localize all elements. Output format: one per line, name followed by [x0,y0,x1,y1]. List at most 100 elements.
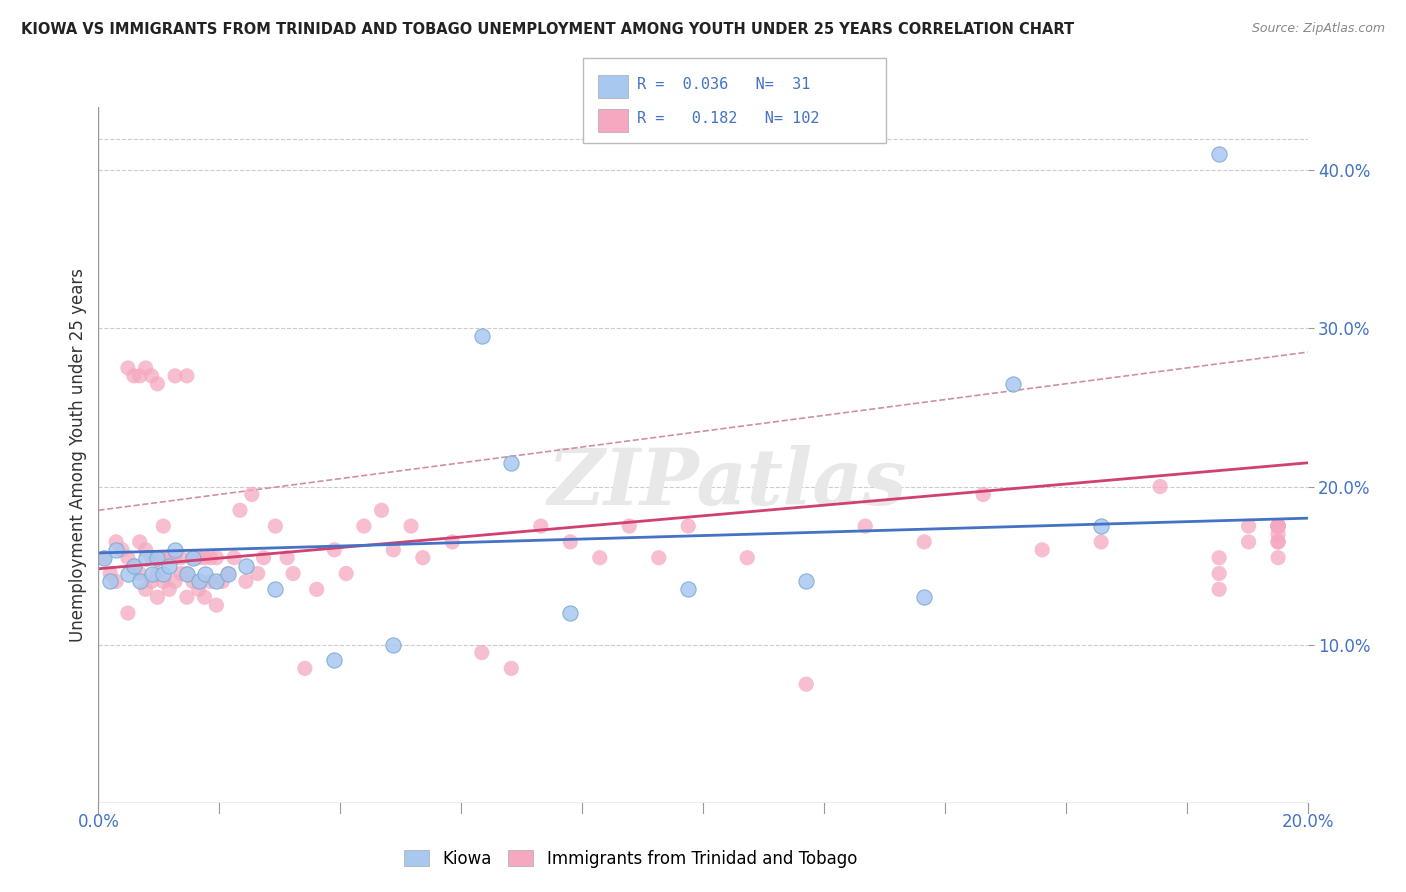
Point [648,550,671,565]
Point [146,376,169,391]
Text: R =  0.036   N=  31: R = 0.036 N= 31 [637,78,810,92]
Point [217,566,239,581]
Point [1267,534,1289,549]
Point [176,566,198,581]
Text: Source: ZipAtlas.com: Source: ZipAtlas.com [1251,22,1385,36]
Point [211,574,233,589]
Point [157,582,180,597]
Point [111,542,134,557]
Point [141,566,163,581]
Point [276,550,298,565]
Point [152,550,174,565]
Point [176,566,198,581]
Point [1267,534,1289,549]
Point [678,582,700,597]
Point [240,487,263,501]
Point [589,550,612,565]
Point [1267,550,1289,565]
Point [501,456,523,470]
Legend: Kiowa, Immigrants from Trinidad and Tobago: Kiowa, Immigrants from Trinidad and Toba… [398,843,863,874]
Point [157,558,180,573]
Point [912,591,935,605]
Point [1031,542,1053,557]
Point [128,566,150,581]
Point [146,550,169,565]
Point [170,566,193,581]
Point [105,542,128,557]
Point [1149,479,1171,493]
Point [1267,519,1289,533]
Point [105,534,128,549]
Point [187,582,209,597]
Point [205,598,228,612]
Point [135,542,157,557]
Point [1090,534,1112,549]
Point [105,574,128,589]
Point [412,550,434,565]
Point [382,542,405,557]
Point [1267,519,1289,533]
Point [117,606,139,620]
Point [194,550,217,565]
Point [1208,147,1230,161]
Point [176,368,198,383]
Point [1237,519,1260,533]
Point [794,574,817,589]
Point [98,566,121,581]
Point [200,550,222,565]
Point [1267,519,1289,533]
Point [165,542,187,557]
Point [98,574,121,589]
Point [323,653,346,667]
Point [1267,519,1289,533]
Point [399,519,422,533]
Point [93,550,115,565]
Point [141,550,163,565]
Point [165,368,187,383]
Point [235,558,257,573]
Point [1208,582,1230,597]
Point [152,574,174,589]
Point [335,566,357,581]
Point [252,550,274,565]
Point [1267,519,1289,533]
Point [128,534,150,549]
Point [246,566,269,581]
Point [1267,527,1289,541]
Point [305,582,328,597]
Point [152,566,174,581]
Point [501,661,523,675]
Point [135,582,157,597]
Point [217,566,239,581]
Point [165,574,187,589]
Point [264,519,287,533]
Point [117,360,139,375]
Point [194,566,217,581]
Point [122,558,145,573]
Text: ZIPatlas: ZIPatlas [547,444,907,521]
Point [135,360,157,375]
Text: R =   0.182   N= 102: R = 0.182 N= 102 [637,112,820,126]
Point [181,574,204,589]
Point [176,591,198,605]
Point [1267,519,1289,533]
Point [1208,566,1230,581]
Point [146,550,169,565]
Point [152,519,174,533]
Point [1090,519,1112,533]
Point [235,574,257,589]
Point [1267,519,1289,533]
Point [264,582,287,597]
Point [560,606,582,620]
Point [122,368,145,383]
Point [205,550,228,565]
Point [117,550,139,565]
Point [165,550,187,565]
Point [187,574,209,589]
Point [229,503,252,517]
Point [222,550,245,565]
Point [912,534,935,549]
Point [1267,519,1289,533]
Point [93,550,115,565]
Point [560,534,582,549]
